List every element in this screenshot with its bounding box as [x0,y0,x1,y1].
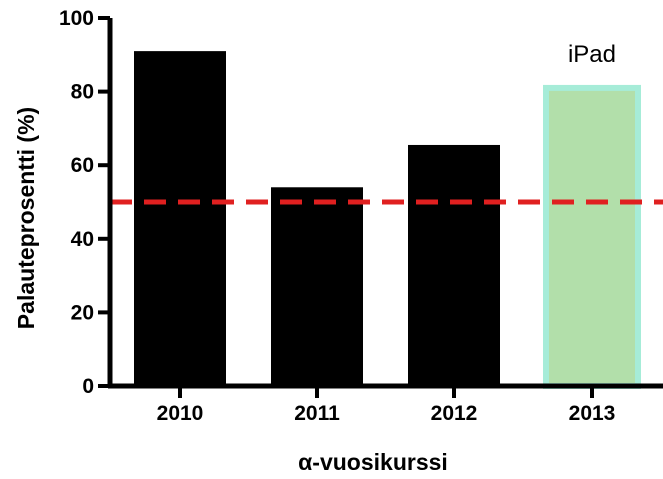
y-tick-label-40: 40 [71,228,94,251]
x-tick-label-2012: 2012 [431,402,478,425]
bar-2011 [271,187,363,386]
axes-group: 0 20 40 60 80 100 2010 2011 2012 2013 [59,7,663,425]
bar-2012 [408,144,500,386]
y-tick-label-0: 0 [82,375,94,398]
x-tick-label-2013: 2013 [569,402,616,425]
bar-annotation: iPad [568,41,616,68]
x-tick-label-2010: 2010 [157,402,204,425]
bar-2010 [134,51,226,387]
y-tick-label-20: 20 [71,301,94,324]
y-tick-label-80: 80 [71,81,94,104]
x-axis-label: α-vuosikurssi [298,449,448,475]
bar-2013 [543,84,641,389]
bars-group [134,51,641,389]
x-tick-label-2011: 2011 [294,402,340,425]
y-axis-label: Palauteprosentti (%) [13,107,39,329]
y-tick-label-60: 60 [71,154,94,177]
y-tick-label-100: 100 [59,7,94,30]
